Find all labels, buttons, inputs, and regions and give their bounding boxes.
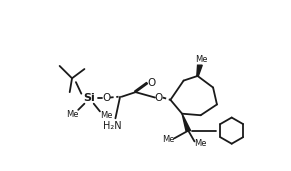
Text: O: O <box>155 93 163 103</box>
Text: Si: Si <box>83 93 95 103</box>
Text: O: O <box>147 78 155 88</box>
Text: Me: Me <box>66 110 78 119</box>
Polygon shape <box>197 65 202 76</box>
Text: Me: Me <box>194 139 207 148</box>
Text: O: O <box>102 93 110 103</box>
Text: H₂N: H₂N <box>103 121 122 131</box>
Text: Me: Me <box>162 135 174 144</box>
Polygon shape <box>182 114 191 131</box>
Text: Me: Me <box>195 55 208 63</box>
Text: Me: Me <box>100 111 112 121</box>
